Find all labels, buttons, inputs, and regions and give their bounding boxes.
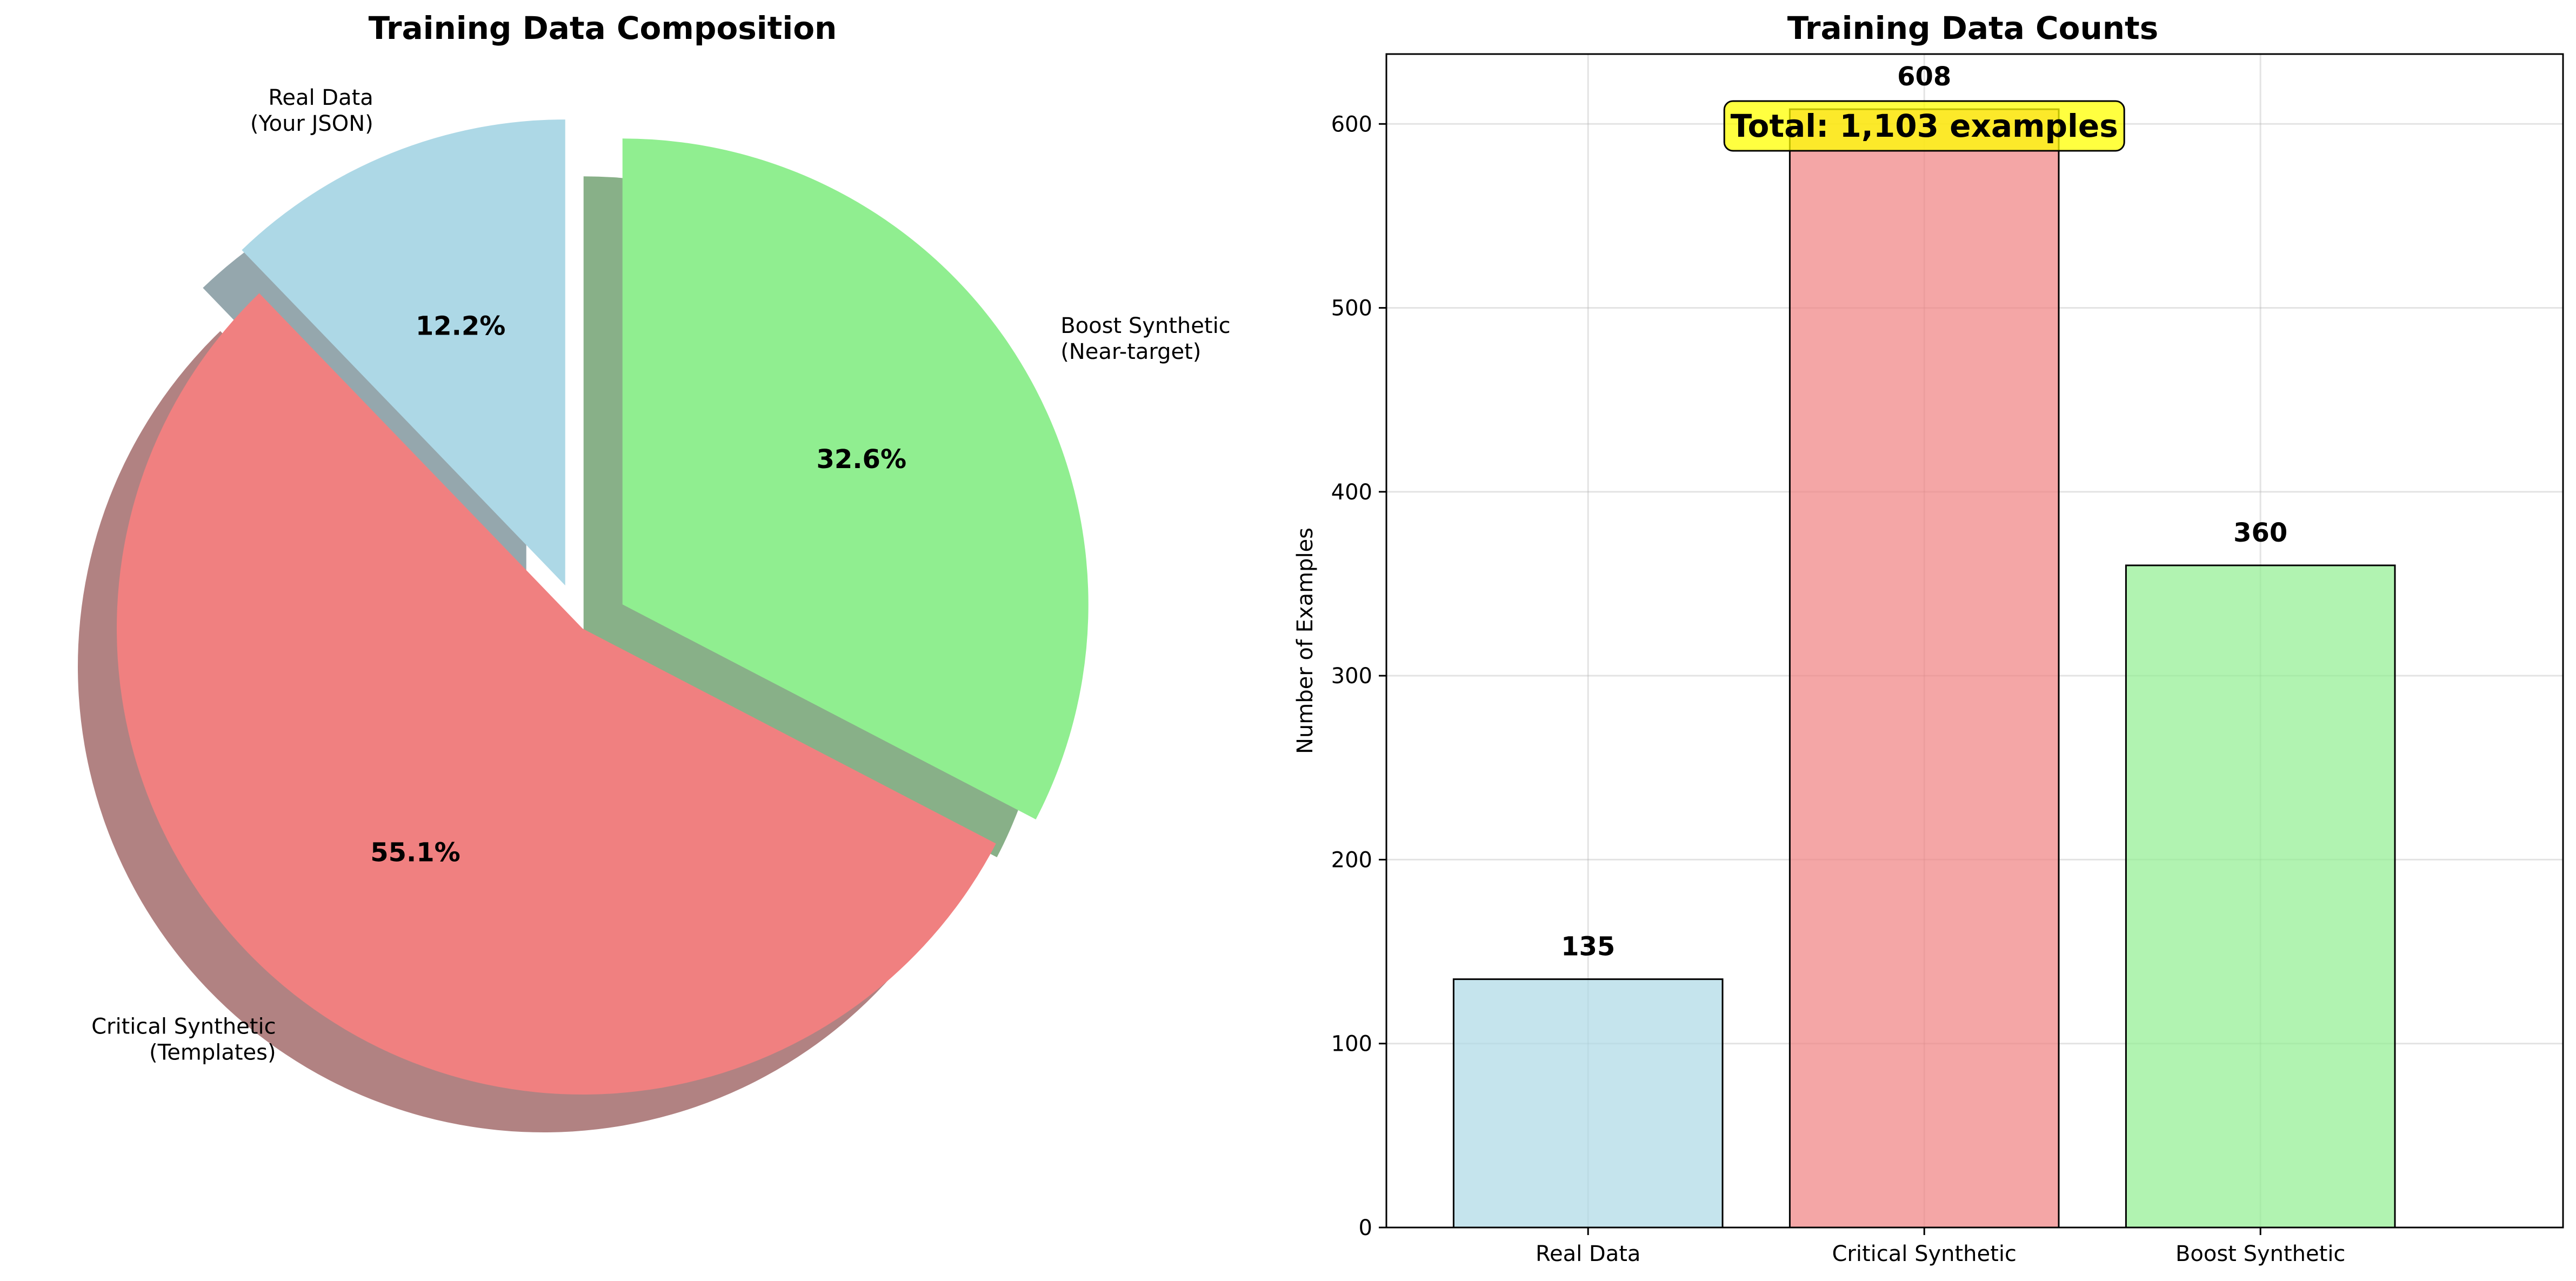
y-tick-label: 0: [1359, 1216, 1372, 1240]
bar-2: [1788, 108, 2060, 1229]
total-annotation: Total: 1,103 examples: [1723, 100, 2125, 152]
pie-chart-title: Training Data Composition: [369, 10, 837, 46]
y-tick-label: 500: [1331, 296, 1372, 321]
bar-value-labels: 135 608 360: [1561, 62, 2287, 962]
pie-category-label: Critical Synthetic (Templates): [91, 1015, 276, 1065]
x-axis-ticks: Real Data Critical Synthetic Boost Synthet…: [1536, 1227, 2345, 1266]
pie-slice-1: [242, 119, 565, 586]
pie-category-label: Boost Synthetic (Near-target): [1060, 313, 1230, 364]
x-tick-label: Real Data: [1536, 1242, 1640, 1266]
bar-group: [1452, 108, 2396, 1229]
total-annotation-text: Total: 1,103 examples: [1731, 108, 2118, 144]
pie-percent-label: 55.1%: [370, 837, 461, 868]
bar-value-label: 360: [2233, 518, 2287, 548]
y-axis-ticks: 0 100 200 300 400 500 600: [1331, 112, 1386, 1240]
y-tick-label: 300: [1331, 664, 1372, 689]
y-tick-label: 200: [1331, 848, 1372, 872]
bar-value-label: 608: [1897, 62, 1951, 92]
y-tick-label: 400: [1331, 480, 1372, 505]
pie-slice-3: [622, 138, 1089, 819]
bar-1: [1452, 978, 1724, 1229]
pie-slice-group: [117, 119, 1089, 1095]
y-axis-label: Number of Examples: [1293, 528, 1318, 754]
plot-frame: [1385, 53, 2564, 1229]
pie-category-label: Real Data (Your JSON): [250, 85, 373, 136]
pie-chart-panel: Training Data Composition 12.2% Real Data…: [78, 10, 1231, 1132]
pie-label-group: 12.2% Real Data (Your JSON) 55.1% Critical S…: [91, 85, 1231, 1065]
x-tick-label: Critical Synthetic: [1832, 1242, 2016, 1266]
y-tick-label: 600: [1331, 112, 1372, 137]
y-tick-label: 100: [1331, 1032, 1372, 1057]
pie-slice-2: [117, 293, 996, 1095]
pie-percent-label: 32.6%: [817, 444, 907, 475]
bar-chart-panel: Training Data Counts 0 100 200 300 400 500 600…: [1293, 10, 2564, 1266]
bar-value-label: 135: [1561, 932, 1615, 962]
x-tick-label: Boost Synthetic: [2175, 1242, 2345, 1266]
bar-3: [2125, 564, 2396, 1229]
bar-chart-title: Training Data Counts: [1787, 10, 2159, 46]
total-annotation-box: [1723, 100, 2125, 152]
pie-percent-label: 12.2%: [416, 311, 506, 341]
